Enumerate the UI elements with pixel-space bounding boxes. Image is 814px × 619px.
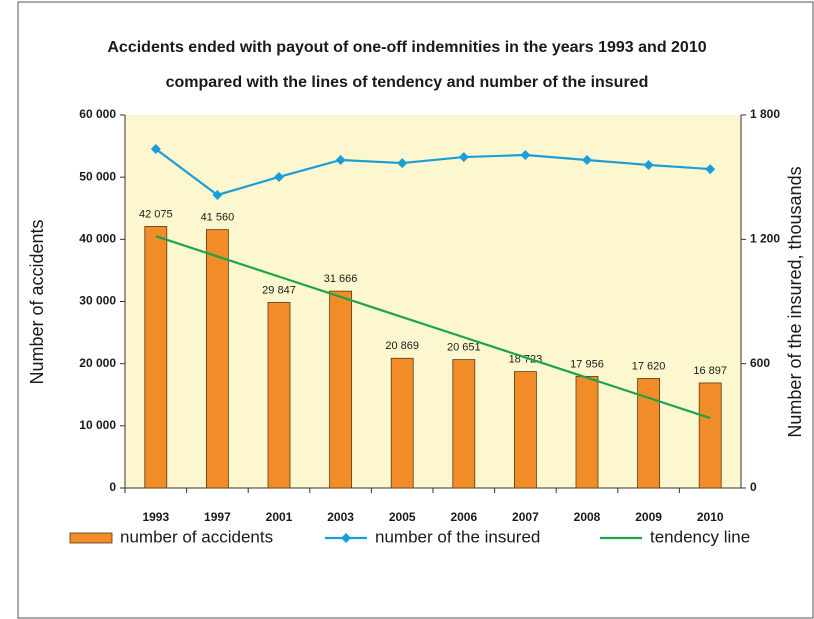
value-label: 31 666 <box>324 273 358 285</box>
marker <box>335 154 346 165</box>
marker <box>274 171 284 182</box>
line <box>155 235 711 420</box>
y-tick-label: 30 000 <box>79 294 116 308</box>
y-tick-label: 50 000 <box>79 169 116 183</box>
y2-axis-title: Number of the insured, thousands <box>785 166 805 437</box>
value-label: 20 869 <box>385 340 419 352</box>
bar <box>267 302 291 489</box>
bar <box>390 357 414 489</box>
x-tick-label: 2005 <box>389 510 416 524</box>
legend-label: tendency line <box>650 527 750 546</box>
y2-tick-label: 1 800 <box>750 107 780 121</box>
bar <box>205 229 229 489</box>
bar <box>144 226 168 489</box>
legend-label: number of the insured <box>375 527 540 546</box>
value-label: 20 651 <box>447 342 481 354</box>
y-tick-label: 60 000 <box>79 107 116 121</box>
bar <box>514 371 537 489</box>
chart-subtitle: compared with the lines of tendency and … <box>166 74 649 91</box>
marker <box>520 149 531 160</box>
marker <box>643 159 654 170</box>
y2-tick-label: 600 <box>750 356 770 370</box>
value-label: 29 847 <box>262 284 296 296</box>
value-label: 42 075 <box>139 208 173 220</box>
marker <box>705 164 716 175</box>
legend-label: number of accidents <box>120 527 273 546</box>
line <box>155 148 711 197</box>
x-tick-label: 2007 <box>512 510 539 524</box>
bar <box>329 290 353 489</box>
marker <box>582 154 592 165</box>
bar <box>698 382 722 489</box>
y-tick-label: 40 000 <box>79 232 116 246</box>
x-tick-label: 2008 <box>574 510 601 524</box>
marker <box>458 152 469 163</box>
value-label: 41 560 <box>201 212 235 224</box>
value-label: 16 897 <box>693 365 727 377</box>
legend-marker <box>341 533 351 543</box>
y-tick-label: 20 000 <box>79 356 116 370</box>
chart-title: Accidents ended with payout of one-off i… <box>107 39 706 56</box>
y2-tick-label: 1 200 <box>750 232 780 246</box>
x-tick-label: 1997 <box>204 510 231 524</box>
value-label: 17 620 <box>632 360 666 372</box>
bar <box>637 378 660 489</box>
marker <box>150 143 161 154</box>
x-tick-label: 2009 <box>635 510 662 524</box>
x-tick-label: 2003 <box>327 510 354 524</box>
x-tick-label: 1993 <box>142 510 169 524</box>
y-tick-label: 10 000 <box>79 418 116 432</box>
marker <box>397 158 408 169</box>
y-tick-label: 0 <box>109 480 116 494</box>
x-tick-label: 2006 <box>450 510 477 524</box>
y2-tick-label: 0 <box>750 480 757 494</box>
legend-swatch <box>69 532 113 544</box>
x-tick-label: 2010 <box>697 510 724 524</box>
value-label: 18 723 <box>509 354 543 366</box>
value-label: 17 956 <box>570 358 604 370</box>
bar <box>575 375 599 489</box>
marker <box>212 189 223 200</box>
bar <box>452 359 476 489</box>
x-tick-label: 2001 <box>266 510 293 524</box>
y-axis-title: Number of accidents <box>27 219 47 384</box>
